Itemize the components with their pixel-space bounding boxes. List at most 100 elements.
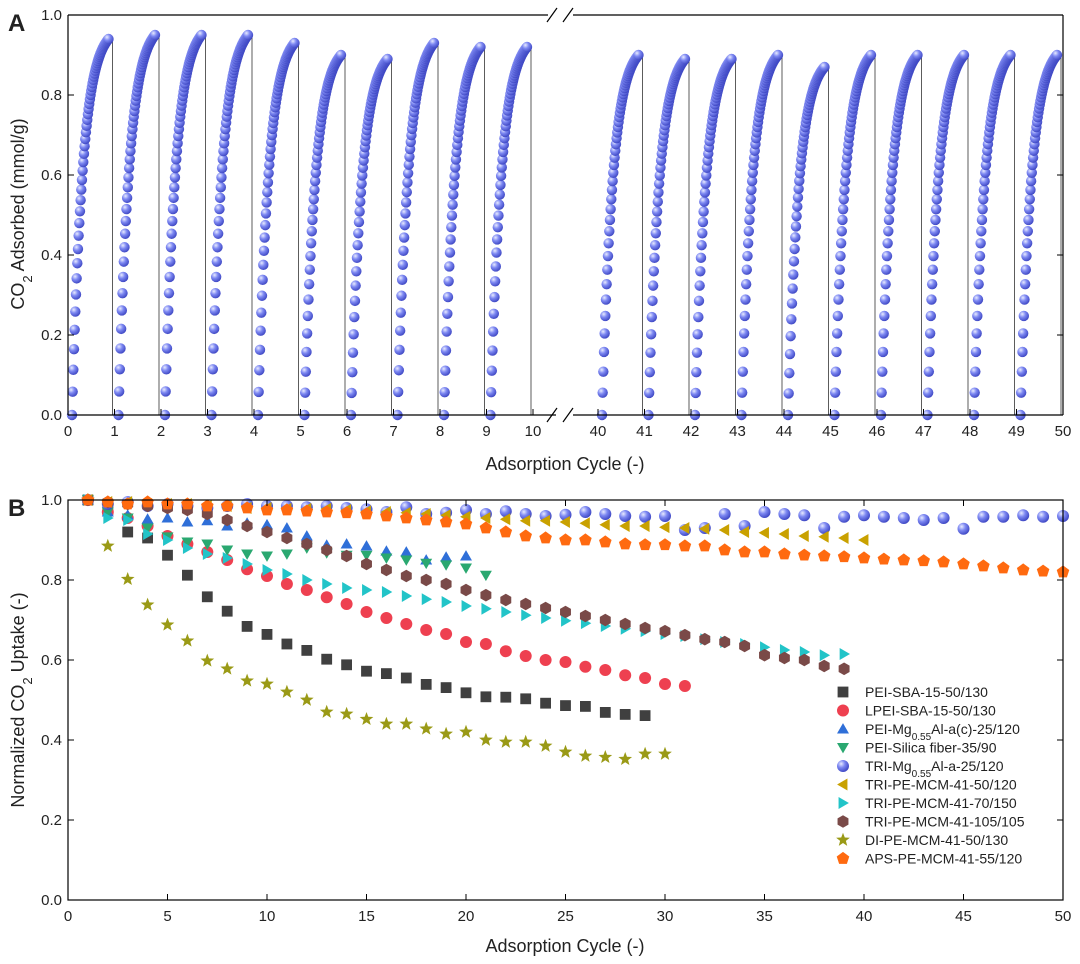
x-tick-label: 8 <box>436 423 444 440</box>
data-point <box>300 584 313 596</box>
legend-label: PEI-SBA-15-50/130 <box>865 684 988 700</box>
adsorption-point <box>124 154 135 165</box>
adsorption-point <box>403 159 414 170</box>
adsorption-point <box>162 323 173 335</box>
adsorption-point <box>264 159 275 170</box>
data-point <box>361 557 372 571</box>
axis-break-mark <box>562 7 574 23</box>
data-point <box>639 710 651 721</box>
legend-label-part: Al-a-25/120 <box>931 758 1004 774</box>
legend-label-part: TRI-PE-MCM-41-70/150 <box>865 795 1017 811</box>
data-point <box>360 550 373 562</box>
data-point <box>180 633 195 647</box>
data-point <box>280 522 293 533</box>
adsorption-point <box>167 215 178 227</box>
data-point <box>917 554 930 567</box>
adsorption-point <box>1017 346 1028 358</box>
adsorption-point <box>829 387 841 398</box>
adsorption-point <box>736 387 748 398</box>
adsorption-point <box>726 53 737 65</box>
data-point <box>100 538 115 552</box>
adsorption-point <box>885 184 897 196</box>
data-point <box>322 578 333 590</box>
data-point <box>560 700 571 711</box>
data-point <box>241 519 253 533</box>
adsorption-point <box>643 387 655 399</box>
adsorption-point <box>260 219 271 231</box>
adsorption-point <box>119 228 131 239</box>
adsorption-point <box>357 170 368 181</box>
adsorption-point <box>788 269 799 280</box>
adsorption-point <box>694 280 705 291</box>
adsorption-point <box>113 386 125 397</box>
legend-label-part: TRI-PE-MCM-41-50/120 <box>865 777 1017 793</box>
data-point <box>798 548 811 561</box>
adsorption-point <box>746 184 757 196</box>
adsorption-point <box>398 232 410 243</box>
adsorption-point <box>879 294 891 305</box>
data-point <box>519 514 531 527</box>
y-tick-label: 0.2 <box>41 327 62 344</box>
adsorption-point <box>309 184 320 196</box>
data-point <box>480 588 492 602</box>
data-point <box>479 521 493 534</box>
adsorption-point <box>697 228 708 239</box>
adsorption-point <box>865 49 877 61</box>
adsorption-point <box>788 256 800 267</box>
adsorption-point <box>354 206 365 217</box>
data-point <box>778 508 791 520</box>
data-point <box>301 537 313 551</box>
adsorption-point <box>972 310 983 322</box>
data-point <box>738 545 751 558</box>
data-point <box>361 665 372 677</box>
adsorption-point <box>833 278 845 290</box>
data-point <box>817 549 831 562</box>
data-point <box>242 558 253 570</box>
adsorption-point <box>78 156 89 168</box>
adsorption-point <box>973 278 984 290</box>
data-point <box>499 645 512 658</box>
data-point <box>163 534 174 546</box>
adsorption-point <box>256 307 267 318</box>
adsorption-point <box>923 366 935 377</box>
adsorption-point <box>650 228 661 239</box>
adsorption-point <box>1017 328 1029 339</box>
adsorption-point <box>214 203 225 215</box>
data-point <box>120 572 135 586</box>
data-point <box>778 651 790 665</box>
adsorption-point <box>442 291 454 303</box>
adsorption-point <box>170 162 181 174</box>
data-point <box>1037 510 1050 523</box>
adsorption-point <box>447 199 458 210</box>
x-tick-label: 40 <box>590 423 607 440</box>
data-point <box>698 522 710 535</box>
data-point <box>439 515 453 528</box>
data-point <box>678 680 691 692</box>
data-point <box>838 510 851 523</box>
data-point <box>400 555 413 566</box>
adsorption-point <box>928 250 939 262</box>
data-point <box>759 648 770 662</box>
adsorption-point <box>786 298 798 309</box>
data-point <box>599 508 612 520</box>
adsorption-point <box>1024 194 1035 205</box>
data-point <box>560 605 571 619</box>
data-point <box>460 636 472 648</box>
axis-break-mark <box>562 407 574 423</box>
data-point <box>122 526 134 538</box>
adsorption-point <box>73 230 84 241</box>
y-tick-label: 0.8 <box>41 572 62 589</box>
data-point <box>818 530 829 543</box>
adsorption-point <box>450 162 461 173</box>
adsorption-point <box>347 366 358 378</box>
data-point <box>280 503 294 516</box>
data-point <box>977 559 990 572</box>
adsorption-point <box>301 328 313 339</box>
data-point <box>261 525 273 539</box>
data-point <box>599 664 612 676</box>
adsorption-point <box>969 387 980 398</box>
adsorption-point <box>877 346 889 358</box>
adsorption-point <box>115 343 126 354</box>
adsorption-point <box>443 276 454 287</box>
